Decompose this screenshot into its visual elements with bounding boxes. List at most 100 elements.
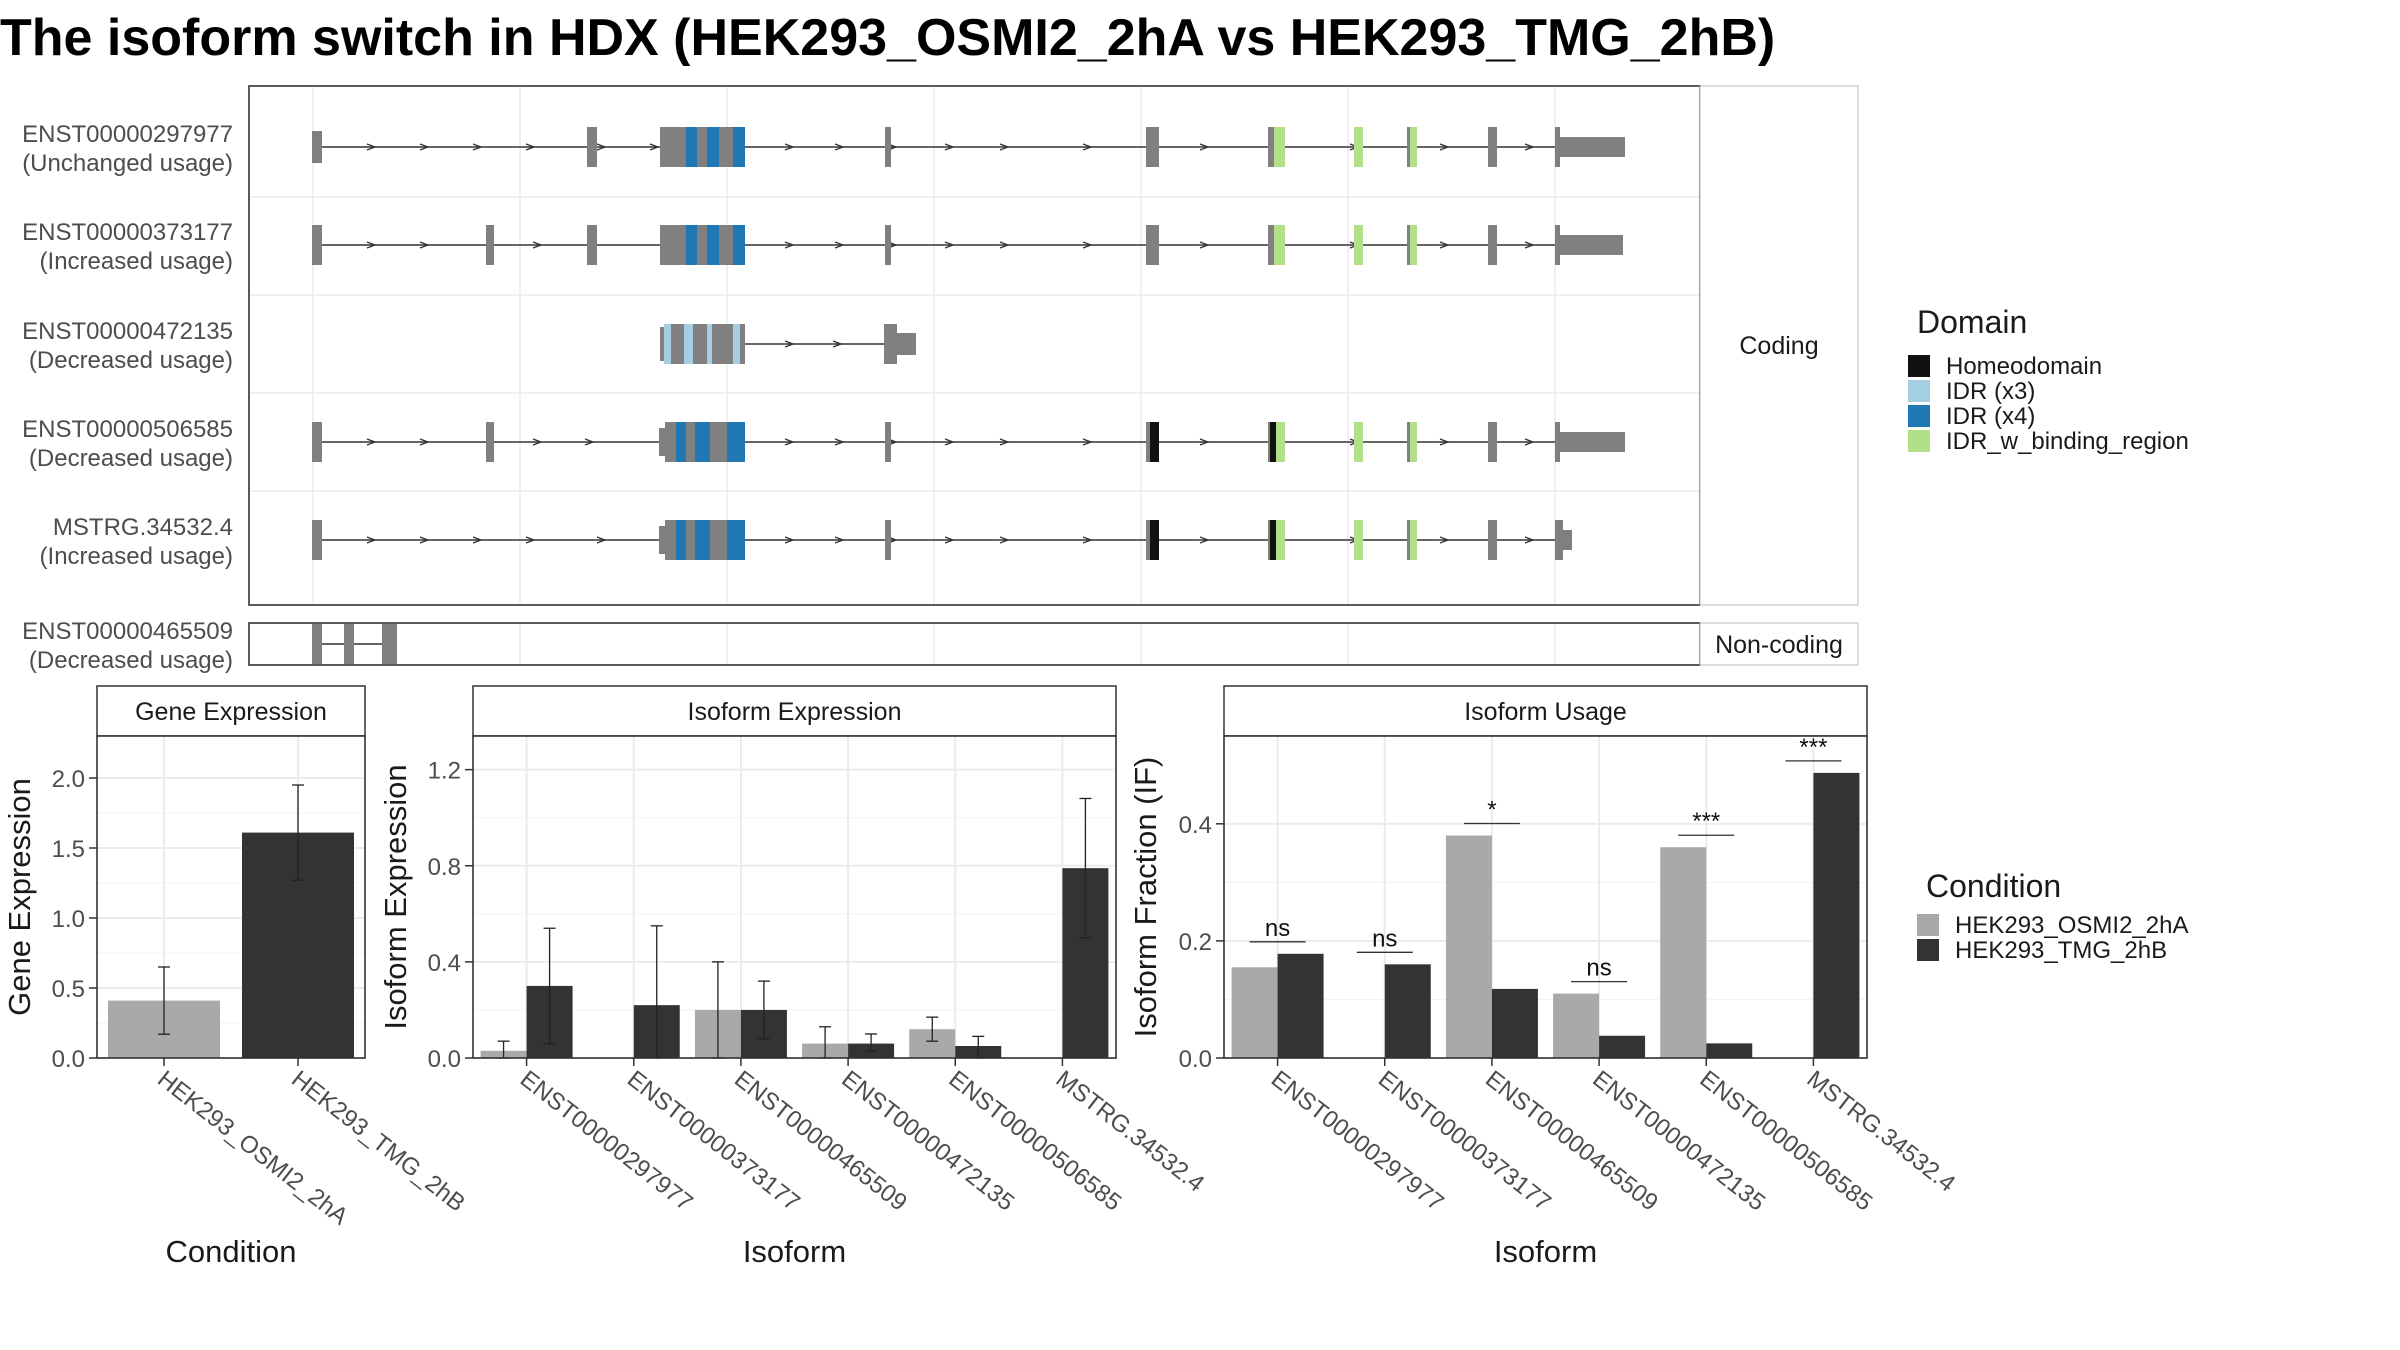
- intron-direction-arrow: [1439, 241, 1450, 249]
- significance-label: ns: [1372, 925, 1397, 952]
- exon: [1560, 235, 1623, 255]
- intron-direction-arrow: [944, 438, 955, 446]
- coding-strip: [1699, 85, 1859, 606]
- panel-border: [472, 735, 1117, 1059]
- panel-strip: [96, 685, 366, 737]
- exon: [1146, 127, 1159, 167]
- transcript-structure-plot: Coding Non-coding ENST00000297977(Unchan…: [22, 85, 1859, 674]
- intron-direction-arrow: [784, 340, 795, 348]
- transcript-usage-label: (Increased usage): [40, 543, 233, 570]
- domain-segment: [1270, 422, 1276, 462]
- exon: [1488, 127, 1497, 167]
- exon: [1488, 520, 1497, 560]
- transcript-id-label: ENST00000465509: [22, 618, 233, 645]
- significance-label: *: [1487, 797, 1496, 824]
- intron-direction-arrow: [944, 536, 955, 544]
- intron-direction-arrow: [1199, 536, 1210, 544]
- exon: [719, 225, 733, 265]
- domain-segment: [1354, 127, 1363, 167]
- domain-segment: [707, 127, 719, 167]
- intron-direction-arrow: [834, 536, 845, 544]
- intron-direction-arrow: [999, 143, 1010, 151]
- legend-label: HEK293_OSMI2_2hA: [1955, 912, 2188, 939]
- condition-legend-title: Condition: [1926, 868, 2061, 904]
- x-tick-label: ENST00000506585: [1695, 1065, 1878, 1216]
- bar: [1706, 1043, 1753, 1058]
- domain-segment: [1274, 225, 1285, 265]
- transcript-usage-label: (Decreased usage): [29, 347, 233, 374]
- x-tick-label: ENST00000373177: [622, 1065, 805, 1216]
- bar: [1660, 847, 1707, 1058]
- y-tick-label: 2.0: [52, 766, 85, 793]
- exon: [660, 327, 664, 361]
- exon: [312, 131, 322, 163]
- gene-expression-panel: Gene Expression0.00.51.01.52.0HEK293_OSM…: [2, 685, 470, 1269]
- intron-direction-arrow: [584, 438, 595, 446]
- x-axis-title: Condition: [166, 1234, 297, 1269]
- exon: [312, 624, 322, 664]
- domain-segment: [684, 324, 693, 364]
- intron-direction-arrow: [1199, 241, 1210, 249]
- x-axis-title: Isoform: [1494, 1234, 1597, 1269]
- legend-label: IDR (x4): [1946, 403, 2035, 430]
- exon: [897, 333, 916, 355]
- exon: [697, 225, 707, 265]
- domain-segment: [1354, 422, 1363, 462]
- legend-key: [1908, 355, 1930, 377]
- transcript-track: [312, 225, 1623, 265]
- domain-segment: [664, 324, 671, 364]
- transcript-track: [312, 624, 397, 664]
- x-tick-label: ENST00000506585: [944, 1065, 1127, 1216]
- domain-segment: [1270, 520, 1276, 560]
- intron-direction-arrow: [596, 536, 607, 544]
- intron-direction-arrow: [1524, 143, 1535, 151]
- exon: [1555, 520, 1563, 560]
- exon: [1488, 225, 1497, 265]
- legend-label: Homeodomain: [1946, 353, 2102, 380]
- exon: [665, 422, 676, 462]
- exon: [659, 526, 665, 554]
- exon: [1555, 127, 1560, 167]
- intron-direction-arrow: [999, 536, 1010, 544]
- domain-segment: [1274, 127, 1285, 167]
- exon: [587, 127, 597, 167]
- exon: [712, 324, 733, 364]
- exon: [1407, 520, 1410, 560]
- y-axis-title: Isoform Expression: [378, 764, 413, 1029]
- transcript-id-label: ENST00000297977: [22, 121, 233, 148]
- transcript-track: [312, 422, 1625, 462]
- intron-direction-arrow: [419, 143, 430, 151]
- exon: [671, 324, 684, 364]
- intron-direction-arrow: [944, 241, 955, 249]
- isoform-expression-panel: Isoform Expression 0.0 0.4 0.8 1.2 ENST000002…: [378, 685, 1209, 1269]
- domain-segment: [1276, 422, 1285, 462]
- y-tick-label: 1.0: [52, 906, 85, 933]
- intron-direction-arrow: [832, 340, 843, 348]
- intron-direction-arrow: [1439, 536, 1450, 544]
- legend-key: [1917, 914, 1939, 936]
- y-tick-label: 0.5: [52, 976, 85, 1003]
- intron-direction-arrow: [419, 438, 430, 446]
- intron-direction-arrow: [596, 143, 607, 151]
- panel-title: Isoform Usage: [1464, 698, 1627, 726]
- domain-segment: [1150, 422, 1159, 462]
- intron-direction-arrow: [834, 438, 845, 446]
- intron-direction-arrow: [525, 536, 536, 544]
- intron-direction-arrow: [366, 438, 377, 446]
- exon: [486, 422, 494, 462]
- intron-direction-arrow: [532, 438, 543, 446]
- intron-direction-arrow: [834, 241, 845, 249]
- y-tick-label: 0.0: [1179, 1046, 1212, 1073]
- domain-segment: [686, 225, 697, 265]
- exon: [885, 127, 891, 167]
- exon: [1146, 225, 1159, 265]
- exon: [344, 624, 354, 664]
- domain-segment: [1276, 520, 1285, 560]
- exon: [1560, 432, 1625, 452]
- domain-segment: [1410, 127, 1417, 167]
- intron-direction-arrow: [1439, 143, 1450, 151]
- intron-direction-arrow: [1199, 143, 1210, 151]
- intron-direction-arrow: [525, 143, 536, 151]
